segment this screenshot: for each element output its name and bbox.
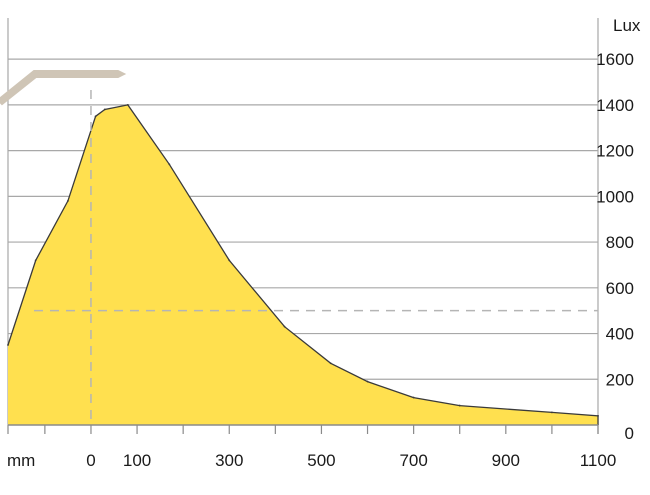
data-point [94, 115, 97, 118]
data-point [34, 259, 37, 262]
data-point [126, 103, 129, 106]
y-tick-label: 800 [606, 233, 634, 252]
data-point [597, 414, 599, 417]
x-tick-label: 300 [215, 451, 243, 470]
x-tick-label: 0 [86, 451, 95, 470]
data-point [283, 325, 286, 328]
y-tick-label: 600 [606, 279, 634, 298]
axis-layer [7, 424, 599, 434]
data-point [7, 344, 9, 346]
x-tick-label: 100 [123, 451, 151, 470]
lamp-fixture-icon [0, 70, 127, 106]
y-tick-label: 0 [625, 424, 634, 443]
data-point [458, 404, 461, 407]
y-tick-label: 1600 [596, 50, 634, 69]
data-point [67, 200, 69, 202]
x-tick-label: 500 [307, 451, 335, 470]
x-tick-label: 1100 [580, 451, 617, 470]
data-point [168, 163, 171, 166]
area-layer [7, 103, 599, 426]
y-tick-label: 200 [606, 370, 634, 389]
reference-lines [34, 90, 598, 425]
data-point [366, 380, 369, 383]
data-point [103, 108, 106, 111]
y-unit-label: Lux [613, 16, 641, 35]
y-tick-label: 400 [606, 325, 634, 344]
x-tick-label: 700 [399, 451, 427, 470]
data-point [412, 396, 415, 399]
x-unit-label: mm [7, 451, 35, 470]
fixture-layer [0, 70, 127, 106]
label-layer: Lux mm 0 100 300 500 700 900 1100 0 200 400 600 800… [7, 16, 641, 470]
data-point [228, 259, 231, 262]
data-point [551, 411, 553, 414]
illuminance-area [8, 104, 598, 426]
illuminance-curve [7, 104, 599, 425]
y-tick-label: 1200 [596, 142, 634, 161]
data-point [329, 362, 332, 365]
y-tick-label: 1000 [596, 187, 634, 206]
y-tick-label: 1400 [596, 96, 634, 115]
x-tick-label: 900 [492, 451, 520, 470]
